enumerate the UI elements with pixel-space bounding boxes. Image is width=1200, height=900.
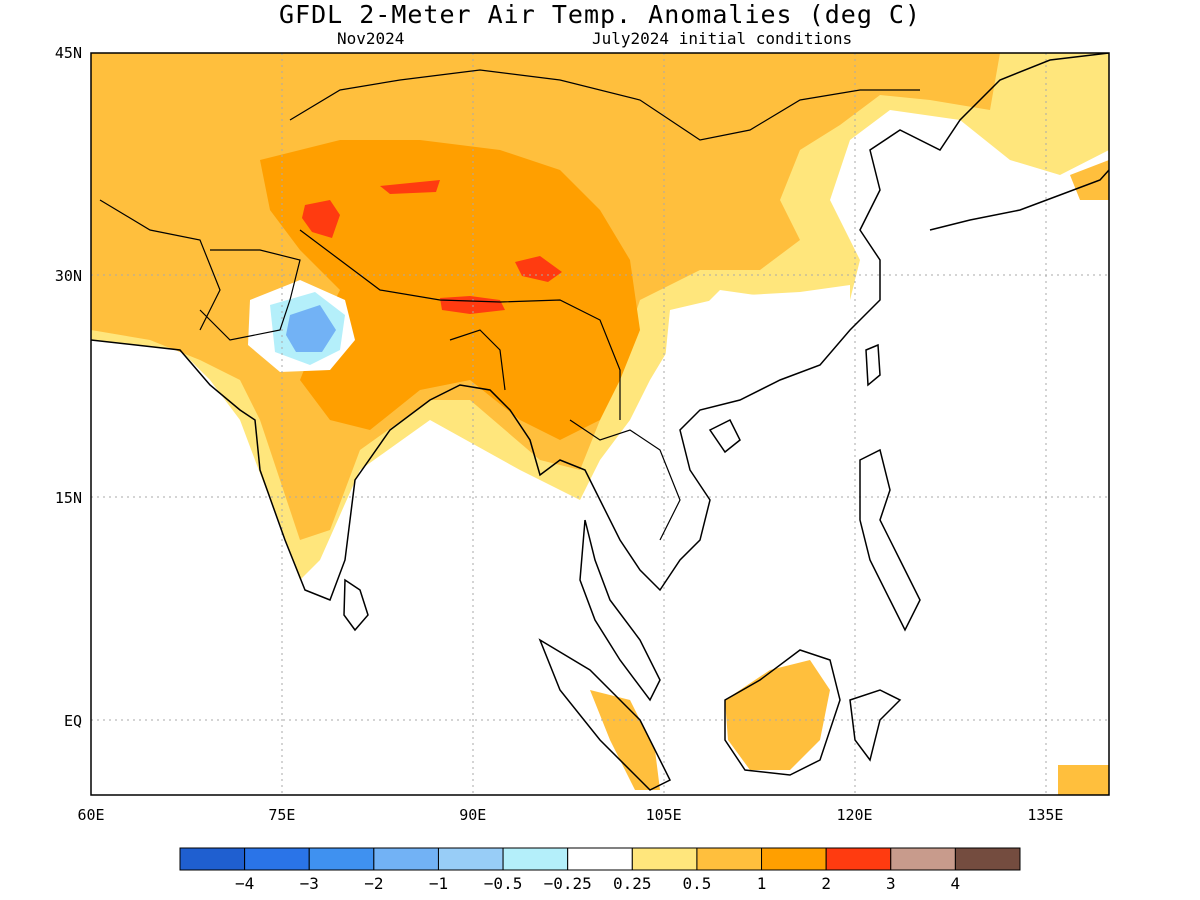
coast-borneo bbox=[724, 649, 841, 776]
colorbar-swatch bbox=[567, 847, 633, 871]
colorbar-swatch bbox=[631, 847, 698, 871]
colorbar-label: 0.5 bbox=[682, 874, 712, 893]
lon-tick-label: 90E bbox=[459, 806, 487, 824]
colorbar-swatch bbox=[308, 847, 375, 871]
country-borders bbox=[99, 69, 920, 541]
colorbar-label: −0.25 bbox=[543, 874, 592, 893]
colorbar-swatch bbox=[502, 847, 569, 871]
colorbar-label: 1 bbox=[756, 874, 767, 893]
lat-tick-label: 30N bbox=[54, 266, 82, 285]
colorbar-swatch bbox=[696, 847, 763, 871]
border-indochina bbox=[569, 419, 681, 541]
colorbar-label: −1 bbox=[428, 874, 449, 893]
lat-lon-grid bbox=[91, 53, 1109, 795]
lon-tick-label: 60E bbox=[77, 806, 105, 824]
lat-tick-label: 45N bbox=[54, 44, 82, 62]
coast-japan bbox=[929, 169, 1109, 231]
lat-tick-label: 15N bbox=[54, 489, 82, 508]
anomaly-neutral-china bbox=[665, 285, 850, 378]
anomaly-region-deep-orange bbox=[260, 140, 640, 440]
lon-tick-label: 75E bbox=[268, 806, 296, 824]
anomaly-hotspot-tibet-east bbox=[515, 256, 562, 282]
border-pakistan bbox=[199, 249, 301, 341]
lon-tick-label: 120E bbox=[836, 806, 873, 824]
anomaly-fill-layer bbox=[91, 53, 1109, 795]
coast-india bbox=[91, 53, 1109, 601]
colorbar-swatch bbox=[890, 847, 956, 871]
anomaly-pacific-se bbox=[1058, 765, 1109, 795]
anomaly-cool-core bbox=[286, 305, 336, 352]
lat-tick-label: EQ bbox=[63, 711, 82, 730]
border-bangladesh bbox=[449, 329, 506, 391]
colorbar-label: 0.25 bbox=[613, 874, 652, 893]
border-himalaya bbox=[299, 229, 621, 420]
lon-tick-label: 135E bbox=[1027, 806, 1064, 824]
colorbar-swatch bbox=[244, 847, 310, 871]
lon-tick-label: 105E bbox=[645, 806, 682, 824]
coast-hainan bbox=[708, 418, 741, 454]
colorbar-swatch bbox=[437, 847, 504, 871]
anomaly-borneo bbox=[725, 660, 830, 770]
coast-philippines bbox=[859, 448, 921, 632]
border-iran bbox=[99, 199, 221, 331]
coast-sumatra bbox=[538, 638, 672, 791]
initial-conditions: July2024 initial conditions bbox=[592, 29, 853, 48]
colorbar-label: 3 bbox=[885, 874, 896, 893]
colorbar-swatch bbox=[825, 847, 892, 871]
anomaly-hotspot-kashmir bbox=[302, 200, 340, 238]
coast-sulawesi bbox=[849, 689, 902, 762]
colorbar-label: −3 bbox=[299, 874, 319, 893]
map-title: GFDL 2-Meter Air Temp. Anomalies (deg C) bbox=[278, 0, 922, 29]
colorbar-label: −0.5 bbox=[483, 874, 523, 893]
border-china-north bbox=[289, 69, 920, 141]
colorbar bbox=[179, 847, 1021, 871]
colorbar-label: 2 bbox=[821, 874, 831, 893]
map-frame bbox=[90, 52, 1110, 796]
forecast-month: Nov2024 bbox=[337, 29, 405, 48]
anomaly-hotspot-north bbox=[380, 180, 440, 194]
coast-srilanka bbox=[343, 578, 369, 632]
colorbar-label: −2 bbox=[364, 874, 384, 893]
colorbar-swatch bbox=[373, 847, 439, 871]
coast-taiwan bbox=[865, 343, 881, 387]
colorbar-swatch bbox=[761, 847, 827, 871]
coastlines bbox=[91, 53, 1109, 791]
colorbar-label: −4 bbox=[234, 874, 255, 893]
anomaly-japan bbox=[1070, 160, 1109, 200]
colorbar-swatch bbox=[954, 847, 1021, 871]
colorbar-label: 4 bbox=[950, 874, 961, 893]
coast-malay bbox=[579, 519, 661, 702]
colorbar-swatch bbox=[179, 847, 246, 871]
anomaly-sumatra bbox=[590, 690, 660, 790]
